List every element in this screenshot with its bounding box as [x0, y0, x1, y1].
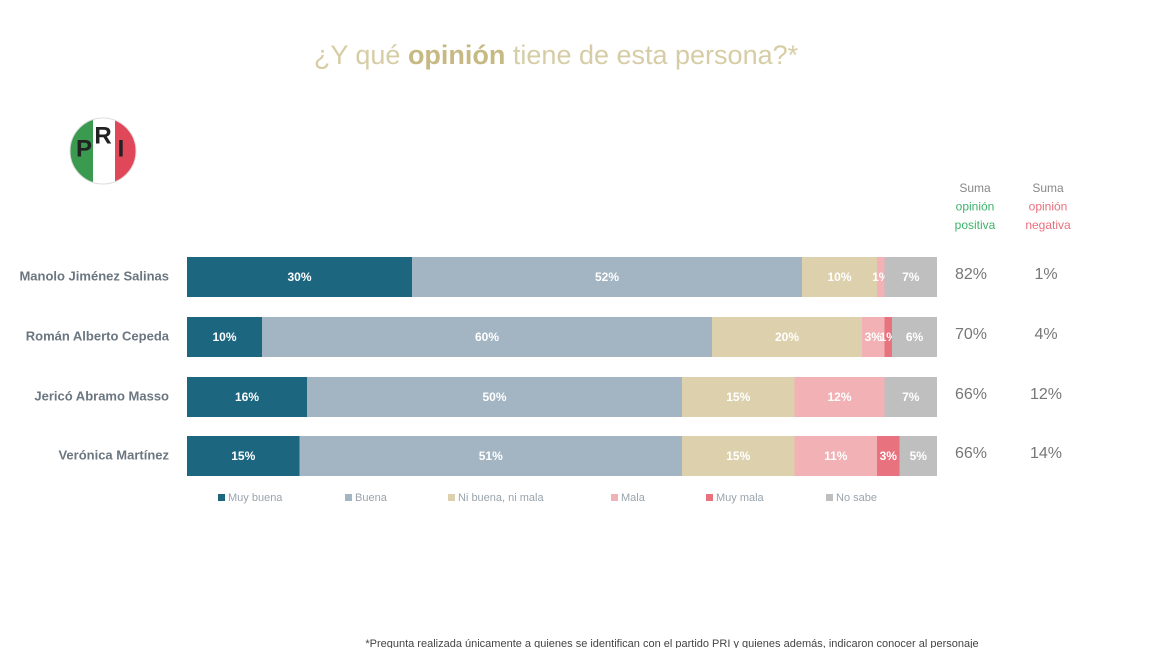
- legend-swatch: [218, 494, 225, 501]
- data-label: 6%: [906, 330, 924, 344]
- data-label: 52%: [595, 270, 619, 284]
- logo-letter: R: [94, 122, 111, 149]
- data-label: 20%: [775, 330, 799, 344]
- summary-value: 12%: [1030, 386, 1062, 403]
- data-label: 11%: [824, 449, 848, 463]
- data-label: 10%: [827, 270, 851, 284]
- title-part: ¿Y qué: [314, 40, 408, 70]
- bar-segment: [682, 377, 795, 417]
- data-label: 15%: [231, 449, 255, 463]
- data-label: 60%: [475, 330, 499, 344]
- logo: P R I: [69, 117, 137, 185]
- data-label: 3%: [880, 449, 898, 463]
- data-label: 3%: [865, 330, 883, 344]
- legend-label: Muy mala: [716, 492, 765, 504]
- logo-letter: I: [118, 135, 125, 162]
- title-part: tiene de esta persona?*: [505, 40, 798, 70]
- bar-segment: [884, 317, 892, 357]
- legend-swatch: [345, 494, 352, 501]
- legend-label: Mala: [621, 492, 646, 504]
- summary-header: Suma: [1032, 181, 1064, 195]
- bar-segment: [877, 436, 900, 476]
- summary-value: 4%: [1034, 326, 1057, 343]
- legend-label: Ni buena, ni mala: [458, 492, 544, 504]
- legend-label: Muy buena: [228, 492, 283, 504]
- bar-segment: [262, 317, 712, 357]
- bar-segment: [892, 317, 937, 357]
- data-label: 30%: [287, 270, 311, 284]
- bar-segment: [412, 257, 802, 297]
- footnote: *Pregunta realizada únicamente a quienes…: [365, 638, 978, 648]
- summary-header: opinión: [956, 200, 995, 214]
- data-label: 16%: [235, 390, 259, 404]
- title-part: opinión: [408, 40, 505, 70]
- legend-swatch: [706, 494, 713, 501]
- bar-segment: [794, 436, 877, 476]
- legend-swatch: [826, 494, 833, 501]
- data-label: 5%: [910, 449, 928, 463]
- bar-segment: [794, 377, 885, 417]
- chart-title: ¿Y qué opinión tiene de esta persona?*: [314, 40, 799, 70]
- category-label: Verónica Martínez: [58, 447, 169, 462]
- summary-value: 66%: [955, 445, 987, 462]
- category-label: Manolo Jiménez Salinas: [19, 268, 169, 283]
- bar-segment: [802, 257, 877, 297]
- bar-segment: [899, 436, 937, 476]
- bar-segment: [862, 317, 885, 357]
- bar-segment: [187, 436, 300, 476]
- legend-swatch: [611, 494, 618, 501]
- summary-header: negativa: [1025, 218, 1071, 232]
- bar-segment: [187, 377, 307, 417]
- data-label: 51%: [479, 449, 503, 463]
- bar-segment: [299, 436, 682, 476]
- data-label: 7%: [902, 270, 920, 284]
- summary-value: 14%: [1030, 445, 1062, 462]
- summary-value: 1%: [1034, 266, 1057, 283]
- bar-segment: [877, 257, 885, 297]
- summary-header: opinión: [1029, 200, 1068, 214]
- data-label: 10%: [212, 330, 236, 344]
- legend-label: No sabe: [836, 492, 877, 504]
- legend-label: Buena: [355, 492, 388, 504]
- summary-header: Suma: [959, 181, 991, 195]
- category-label: Jericó Abramo Masso: [34, 388, 169, 403]
- summary-value: 66%: [955, 386, 987, 403]
- data-label: 12%: [827, 390, 851, 404]
- data-label: 15%: [726, 449, 750, 463]
- summary-header: positiva: [955, 218, 996, 232]
- data-label: 15%: [726, 390, 750, 404]
- summary-value: 82%: [955, 266, 987, 283]
- bar-segment: [712, 317, 862, 357]
- bar-segment: [187, 257, 412, 297]
- bar-segment: [307, 377, 682, 417]
- bar-segment: [884, 377, 937, 417]
- bar-segment: [682, 436, 795, 476]
- summary-value: 70%: [955, 326, 987, 343]
- legend-swatch: [448, 494, 455, 501]
- bar-segment: [884, 257, 937, 297]
- category-label: Román Alberto Cepeda: [26, 328, 170, 343]
- logo-letter: P: [76, 135, 92, 162]
- bar-segment: [187, 317, 262, 357]
- data-label: 50%: [482, 390, 506, 404]
- data-label: 7%: [902, 390, 920, 404]
